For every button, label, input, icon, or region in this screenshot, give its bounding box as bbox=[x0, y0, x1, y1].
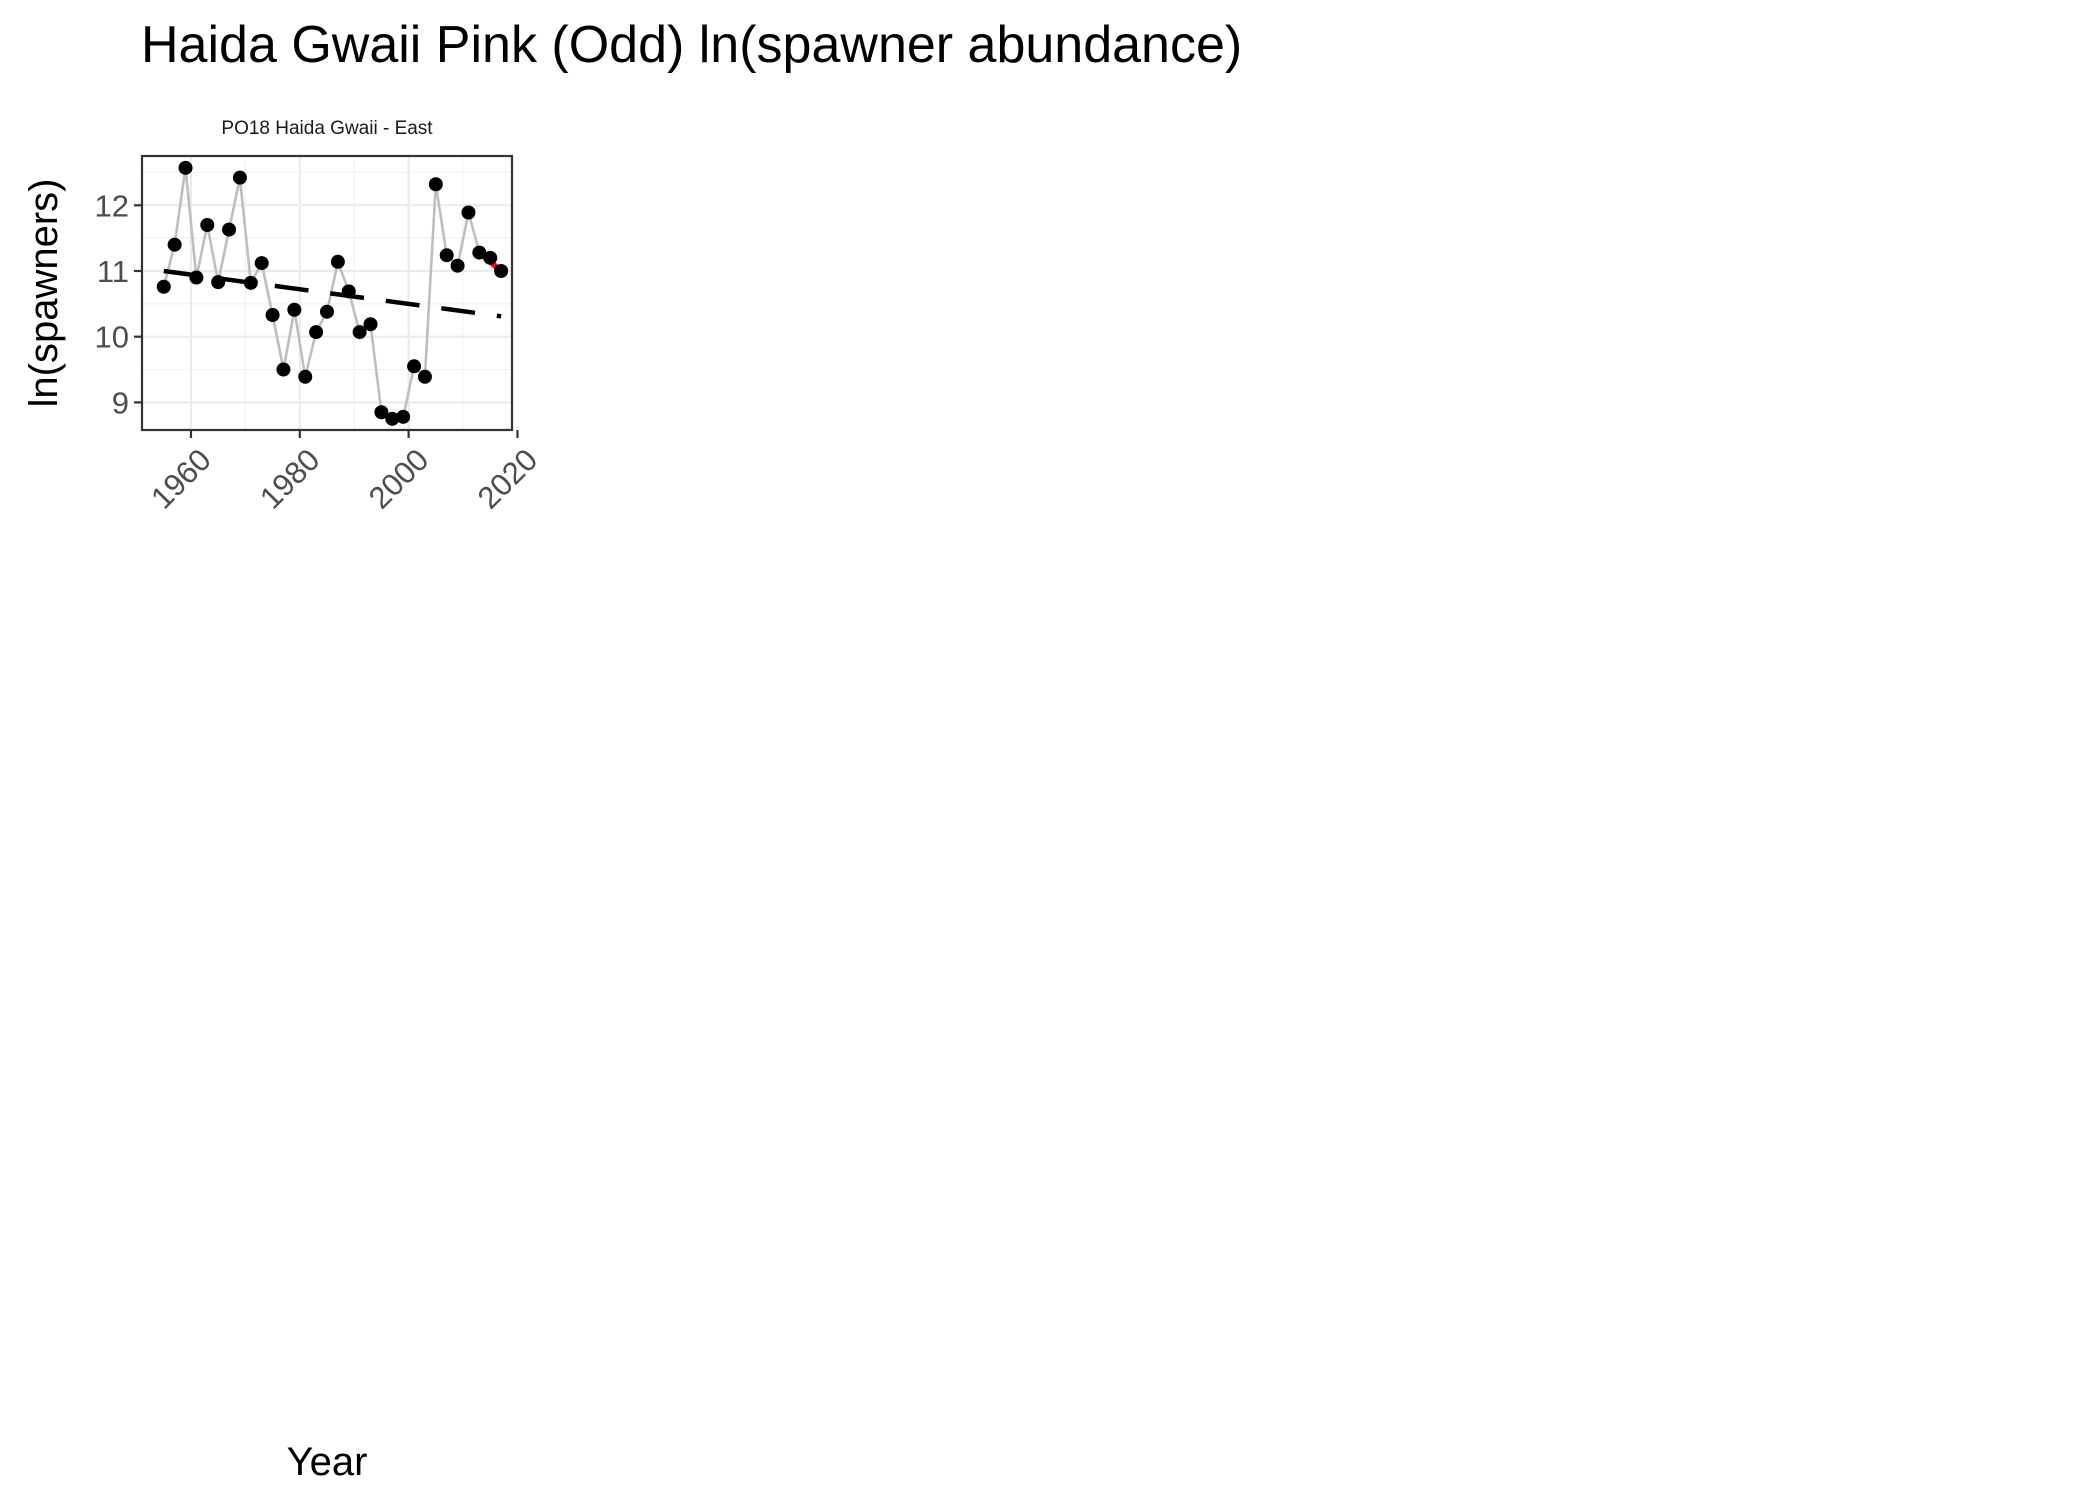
data-point bbox=[341, 284, 356, 299]
panel-title: PO18 Haida Gwaii - East bbox=[221, 118, 433, 139]
data-point bbox=[428, 177, 443, 192]
data-point bbox=[407, 359, 422, 374]
data-point bbox=[461, 205, 476, 220]
chart-title: Haida Gwaii Pink (Odd) ln(spawner abunda… bbox=[141, 16, 1242, 74]
data-point bbox=[211, 275, 226, 290]
x-tick-label: 1980 bbox=[253, 442, 327, 516]
y-tick-label: 9 bbox=[112, 385, 129, 420]
data-point bbox=[494, 263, 509, 278]
x-tick-label: 2000 bbox=[362, 442, 436, 516]
observed-series-path bbox=[162, 166, 503, 421]
y-axis: 9 10 11 12 bbox=[95, 188, 142, 420]
x-tick-label: 1960 bbox=[144, 442, 218, 516]
data-point bbox=[396, 409, 411, 424]
data-point bbox=[232, 170, 247, 185]
data-point bbox=[298, 369, 313, 384]
data-point bbox=[330, 254, 345, 269]
data-point bbox=[156, 279, 171, 294]
data-point bbox=[483, 250, 498, 265]
data-point bbox=[276, 362, 291, 377]
data-point bbox=[352, 325, 367, 340]
data-point bbox=[222, 222, 237, 237]
x-tick-label: 2020 bbox=[471, 442, 545, 516]
data-point bbox=[417, 369, 432, 384]
observed-points bbox=[156, 160, 509, 426]
data-point bbox=[320, 304, 334, 319]
data-point bbox=[167, 237, 182, 252]
data-point bbox=[439, 248, 454, 263]
x-axis: 1960 1980 2000 2020 bbox=[144, 430, 544, 516]
data-point bbox=[178, 160, 193, 175]
panel-border bbox=[140, 154, 514, 432]
y-tick-label: 10 bbox=[95, 320, 129, 355]
plot-panel bbox=[140, 154, 514, 432]
data-point bbox=[472, 245, 487, 260]
y-tick-label: 12 bbox=[95, 188, 129, 223]
data-point bbox=[254, 256, 269, 271]
data-point bbox=[363, 317, 378, 332]
data-point bbox=[265, 308, 280, 323]
y-axis-title: ln(spawners) bbox=[22, 179, 66, 408]
data-point bbox=[374, 405, 389, 420]
data-point bbox=[200, 217, 215, 232]
data-point bbox=[287, 302, 302, 317]
data-point bbox=[309, 325, 324, 340]
data-point bbox=[450, 258, 465, 273]
observed-series-line bbox=[162, 166, 503, 421]
data-point bbox=[243, 275, 258, 290]
data-point bbox=[189, 270, 204, 285]
x-axis-title: Year bbox=[287, 1440, 368, 1484]
data-point bbox=[385, 411, 400, 426]
panel-background bbox=[142, 156, 512, 430]
y-tick-label: 11 bbox=[97, 254, 129, 289]
